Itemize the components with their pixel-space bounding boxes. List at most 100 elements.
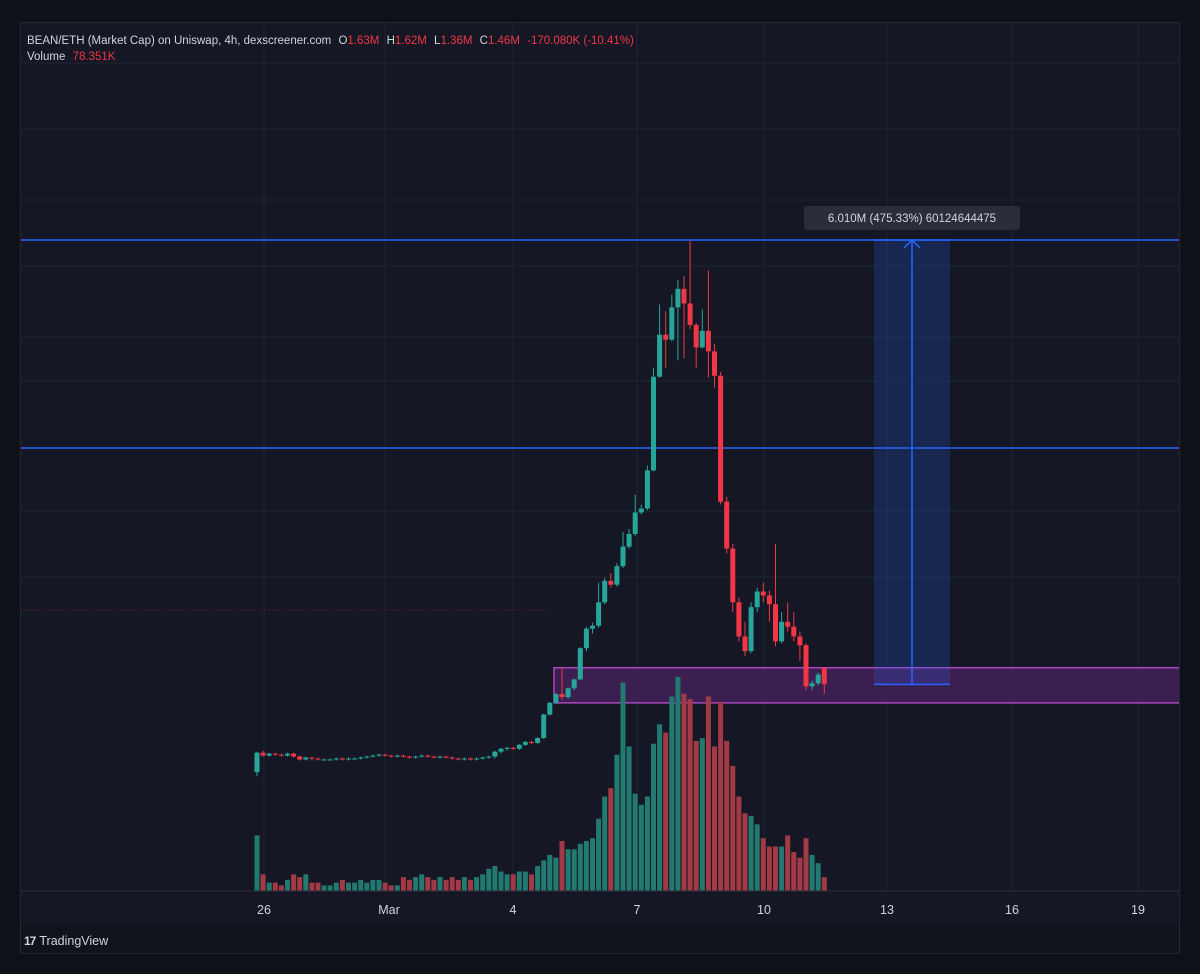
volume-bar — [675, 677, 681, 891]
candle-body — [754, 591, 760, 608]
candle-body — [535, 738, 541, 743]
legend-ohlc-row: BEAN/ETH (Market Cap) on Uniswap, 4h, de… — [27, 33, 634, 49]
candle-body — [620, 546, 626, 567]
candle-body — [565, 688, 571, 698]
volume-bar — [425, 877, 431, 891]
candle-body — [309, 757, 315, 759]
volume-bar — [571, 849, 577, 891]
volume-bar — [437, 877, 443, 891]
candle-body — [339, 758, 345, 760]
footer-bar — [21, 925, 1179, 953]
legend-volume-row: Volume 78.351K — [27, 49, 634, 65]
volume-bar — [504, 874, 510, 891]
candle-body — [797, 636, 803, 646]
candle-body — [516, 744, 522, 749]
close-label: C — [479, 35, 488, 47]
volume-bar — [583, 840, 589, 891]
open-value: 1.63M — [347, 35, 380, 47]
volume-bar — [400, 877, 406, 891]
volume-bar — [577, 843, 583, 891]
candle-body — [815, 674, 821, 684]
candle-body — [315, 758, 321, 760]
volume-bar — [779, 846, 785, 891]
volume-bar — [535, 865, 541, 891]
volume-bar — [358, 879, 364, 891]
volume-bar — [327, 885, 333, 891]
candle-body — [705, 330, 711, 352]
volume-bar — [614, 754, 620, 891]
volume-bar — [626, 746, 632, 891]
candle-body — [437, 756, 443, 758]
volume-bar — [254, 835, 260, 891]
volume-bar — [602, 796, 608, 891]
volume-bar — [388, 885, 394, 891]
candle-body — [504, 747, 510, 749]
candle-body — [718, 375, 724, 502]
candle-body — [297, 756, 303, 760]
candle-body — [480, 757, 486, 759]
volume-bar — [480, 874, 486, 891]
volume-bar — [797, 857, 803, 891]
candle-body — [498, 748, 504, 752]
volume-bar — [278, 885, 284, 891]
candle-body — [431, 756, 437, 758]
candle-body — [559, 694, 565, 698]
volume-bar — [596, 818, 602, 891]
candle-body — [590, 625, 595, 629]
candle-body — [510, 747, 516, 749]
x-tick-label: 7 — [634, 903, 641, 917]
candle-body — [468, 758, 473, 760]
volume-bar — [705, 696, 711, 891]
candle-body — [376, 754, 382, 756]
volume-bar — [486, 868, 492, 891]
candle-body — [571, 679, 577, 689]
candle-body — [400, 755, 406, 757]
candle-body — [346, 758, 351, 760]
chart-legend: BEAN/ETH (Market Cap) on Uniswap, 4h, de… — [27, 33, 634, 65]
tradingview-logo[interactable]: 17 TradingView — [24, 934, 108, 948]
volume-bar — [522, 871, 528, 891]
candlestick-chart[interactable]: 6.010M (475.33%) 60124644475 26 Mar 4 7 10 13… — [21, 23, 1180, 954]
volume-bar — [498, 871, 504, 891]
candle-body — [492, 751, 498, 757]
volume-bar — [309, 882, 315, 891]
volume-bar — [712, 746, 717, 891]
candle-body — [632, 512, 638, 534]
measure-tool[interactable]: 6.010M (475.33%) 60124644475 — [804, 206, 1020, 686]
chart-frame[interactable]: 6.010M (475.33%) 60124644475 26 Mar 4 7 10 13… — [20, 22, 1180, 954]
candle-body — [736, 602, 742, 637]
candle-body — [285, 753, 290, 756]
volume-bar — [260, 874, 266, 891]
candle-body — [260, 752, 266, 756]
volume-bar — [718, 702, 724, 891]
volume-bar — [510, 874, 516, 891]
x-tick-label: Mar — [378, 903, 400, 917]
candle-body — [522, 741, 528, 745]
volume-bar — [461, 877, 467, 891]
volume-bar — [815, 863, 821, 891]
volume-bar — [559, 840, 565, 891]
candle-body — [724, 501, 730, 549]
candle-body — [449, 757, 455, 759]
candle-body — [547, 702, 553, 715]
candle-body — [791, 626, 797, 637]
high-label: H — [386, 35, 395, 47]
candle-body — [254, 752, 260, 773]
volume-bar — [791, 852, 797, 891]
volume-bar — [443, 879, 449, 891]
candle-body — [638, 508, 644, 513]
volume-bar — [382, 882, 388, 891]
volume-bars — [254, 677, 827, 891]
volume-bar — [681, 693, 687, 891]
volume-bar — [272, 882, 278, 891]
volume-bar — [364, 882, 370, 891]
candle-body — [321, 759, 327, 761]
candle-body — [602, 580, 608, 603]
volume-bar — [407, 879, 412, 891]
candle-body — [413, 756, 419, 758]
candle-body — [651, 376, 656, 471]
volume-bar — [651, 743, 656, 891]
volume-bar — [468, 879, 473, 891]
volume-bar — [492, 865, 498, 891]
volume-bar — [663, 732, 669, 891]
